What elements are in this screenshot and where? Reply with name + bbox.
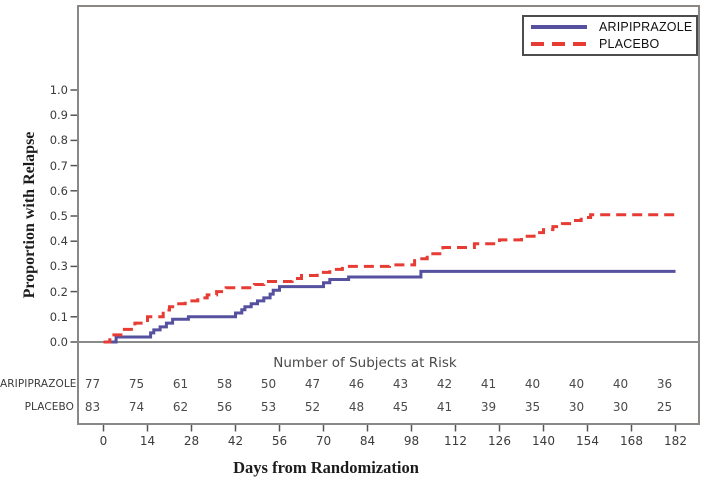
- y-tick-label: 0.7: [49, 158, 68, 173]
- x-tick-label: 28: [183, 434, 200, 448]
- at-risk-count: 30: [612, 400, 629, 414]
- at-risk-count: 50: [260, 377, 277, 391]
- x-tick-label: 98: [403, 434, 420, 448]
- x-tick-label: 154: [576, 434, 599, 448]
- at-risk-count: 35: [524, 400, 541, 414]
- at-risk-count: 52: [304, 400, 321, 414]
- at-risk-count: 40: [568, 377, 585, 391]
- y-axis-title: Proportion with Relapse: [21, 131, 38, 299]
- y-tick-label: 0.1: [49, 309, 68, 324]
- legend-item-placebo: PLACEBO: [531, 36, 689, 52]
- y-tick-label: 1.0: [49, 83, 68, 97]
- x-axis-title: Days from Randomization: [233, 458, 419, 477]
- at-risk-count: 58: [216, 377, 233, 391]
- y-tick-label: 0.3: [49, 259, 68, 274]
- at-risk-header: Number of Subjects at Risk: [273, 355, 457, 371]
- at-risk-count: 30: [568, 400, 585, 414]
- at-risk-count: 36: [656, 377, 673, 391]
- legend-item-aripiprazole: ARIPIPRAZOLE: [531, 19, 693, 35]
- x-tick-label: 168: [620, 434, 643, 448]
- at-risk-count: 75: [128, 377, 145, 391]
- at-risk-count: 74: [128, 400, 145, 414]
- at-risk-count: 48: [348, 400, 365, 414]
- at-risk-count: 40: [524, 377, 541, 391]
- legend-label-placebo: PLACEBO: [599, 36, 660, 51]
- y-tick-label: 0.2: [49, 284, 68, 299]
- at-risk-count: 25: [656, 400, 673, 414]
- x-tick-label: 70: [315, 434, 332, 448]
- at-risk-count: 47: [304, 377, 321, 391]
- at-risk-count: 41: [480, 377, 497, 391]
- at-risk-count: 46: [348, 377, 365, 391]
- at-risk-row-label-placebo: PLACEBO: [24, 401, 74, 413]
- x-tick-label: 42: [227, 434, 244, 448]
- at-risk-count: 39: [480, 400, 497, 414]
- at-risk-count: 61: [172, 377, 189, 391]
- placebo-curve: [103, 213, 676, 344]
- y-tick-label: 0.8: [49, 133, 68, 148]
- y-tick-label: 0.5: [49, 209, 68, 223]
- at-risk-row-label-aripiprazole: ARIPIPRAZOLE: [0, 378, 77, 390]
- y-tick-label: 0.9: [49, 108, 68, 123]
- x-tick-label: 0: [99, 434, 108, 448]
- at-risk-count: 77: [84, 377, 101, 391]
- legend-label-aripiprazole: ARIPIPRAZOLE: [599, 20, 693, 35]
- aripiprazole-curve: [103, 269, 676, 344]
- at-risk-count: 56: [216, 400, 233, 414]
- at-risk-count: 53: [260, 400, 277, 414]
- at-risk-count: 40: [612, 377, 629, 391]
- at-risk-count: 43: [392, 377, 409, 391]
- legend: ARIPIPRAZOLE PLACEBO: [522, 15, 698, 56]
- x-tick-label: 126: [488, 434, 511, 448]
- x-tick-label: 182: [664, 434, 687, 448]
- x-tick-label: 112: [444, 434, 467, 448]
- x-tick-label: 140: [532, 434, 555, 448]
- at-risk-count: 45: [392, 400, 409, 414]
- y-tick-label: 0.4: [49, 234, 68, 249]
- placebo-line-sample-icon: [531, 41, 587, 46]
- x-tick-label: 84: [359, 434, 376, 448]
- x-tick-label: 56: [271, 434, 288, 448]
- at-risk-count: 41: [436, 400, 453, 414]
- aripiprazole-line-sample-icon: [531, 25, 587, 30]
- at-risk-count: 83: [84, 400, 101, 414]
- y-tick-label: 0.0: [49, 335, 68, 349]
- y-tick-label: 0.6: [49, 183, 68, 198]
- at-risk-count: 42: [436, 377, 453, 391]
- x-tick-label: 14: [139, 434, 156, 448]
- at-risk-count: 62: [172, 400, 189, 414]
